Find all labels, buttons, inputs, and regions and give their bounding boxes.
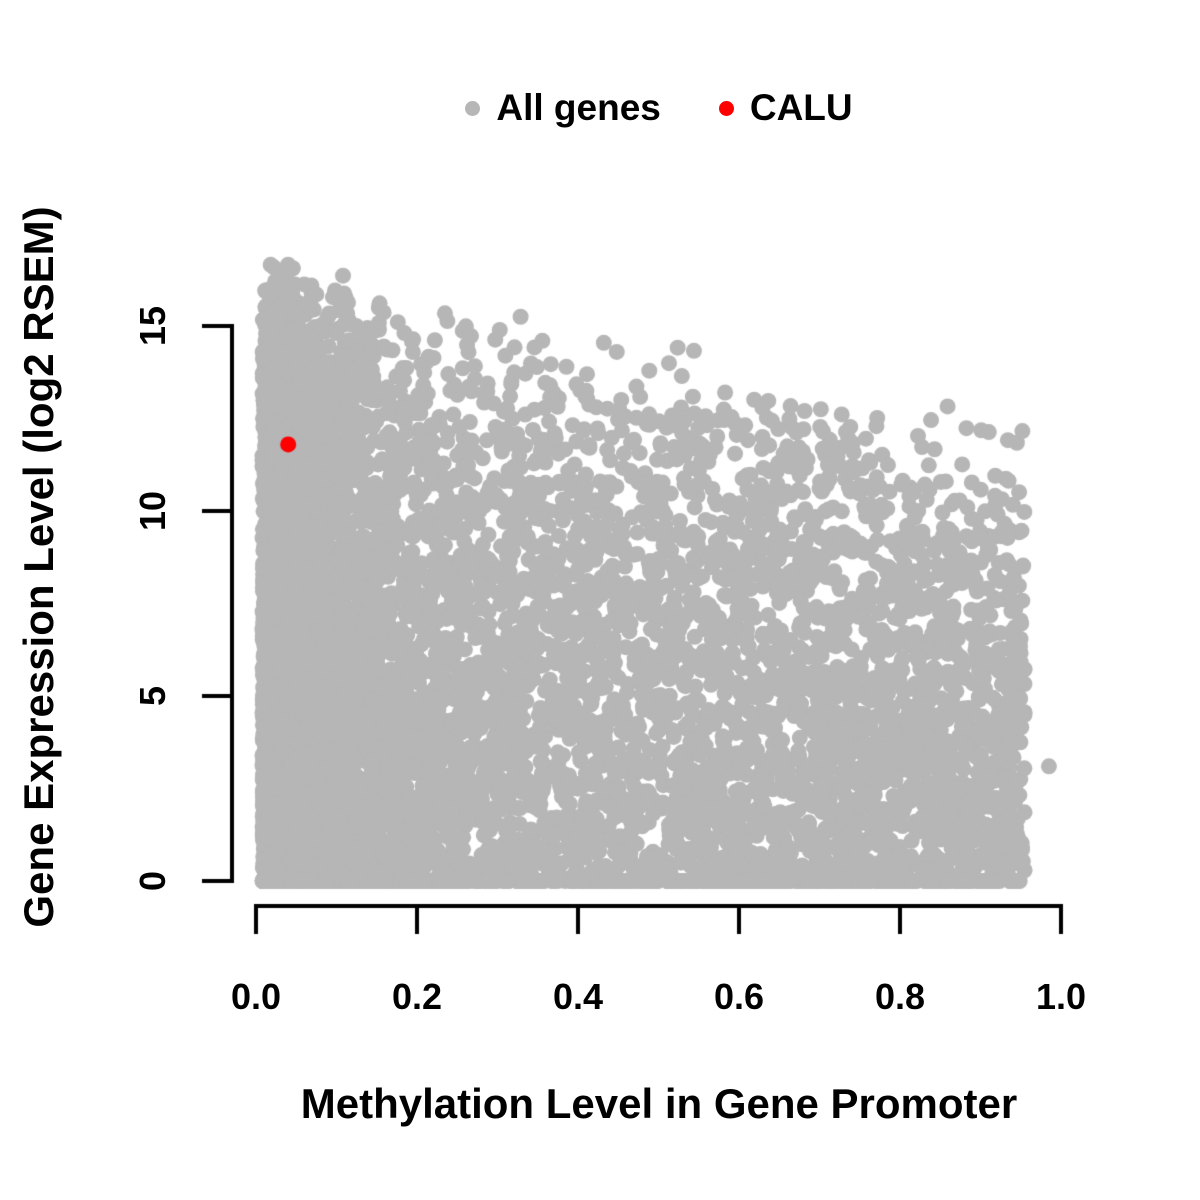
legend-label-all-genes: All genes — [496, 87, 661, 128]
x-axis-title: Methylation Level in Gene Promoter — [300, 1080, 1018, 1127]
x-tick-label-0.6: 0.6 — [713, 976, 765, 1017]
legend-item-all-genes: All genes — [465, 87, 661, 129]
y-tick-label-15: 15 — [132, 305, 173, 347]
x-tick-label-0.2: 0.2 — [391, 976, 443, 1017]
x-tick-label-0.8: 0.8 — [874, 976, 926, 1017]
x-tick-label-0.0: 0.0 — [230, 976, 282, 1017]
calu-marker-icon — [718, 100, 734, 116]
legend-label-calu: CALU — [749, 87, 853, 128]
x-tick-label-1.0: 1.0 — [1035, 976, 1087, 1017]
legend: All genes CALU — [256, 84, 1062, 132]
x-tick-label-0.4: 0.4 — [552, 976, 604, 1017]
y-tick-label-5: 5 — [132, 685, 173, 707]
all-genes-marker-icon — [465, 100, 481, 116]
y-axis-title: Gene Expression Level (log2 RSEM) — [15, 206, 62, 928]
y-tick-label-10: 10 — [132, 490, 173, 532]
legend-item-calu: CALU — [718, 87, 853, 129]
y-tick-label-0: 0 — [132, 870, 173, 892]
